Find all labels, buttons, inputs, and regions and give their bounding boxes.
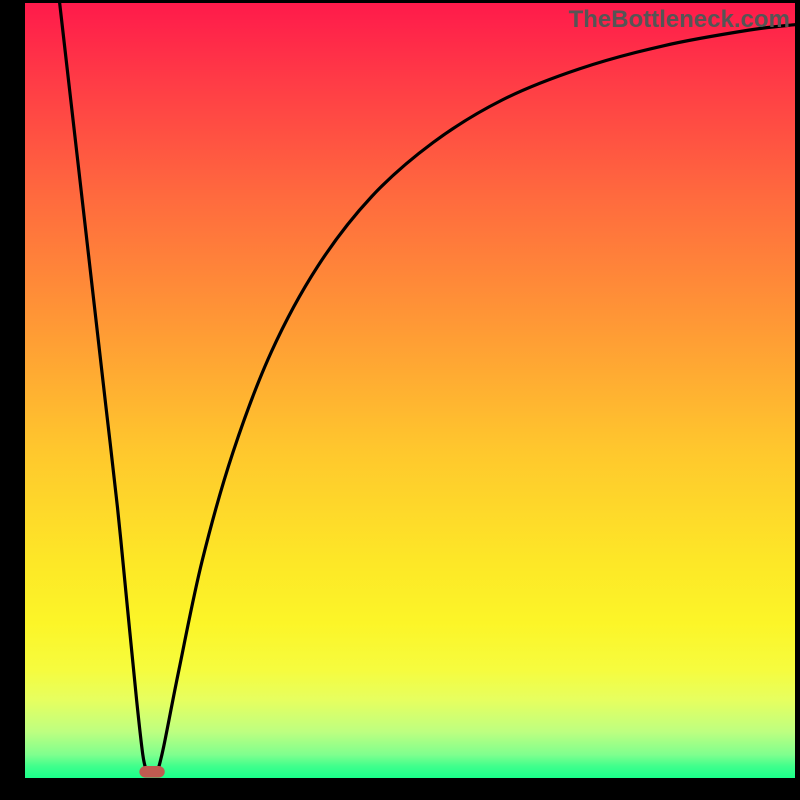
- watermark-text: TheBottleneck.com: [569, 6, 790, 34]
- gradient-background: [25, 3, 795, 778]
- chart-svg: [25, 3, 795, 778]
- valley-marker: [139, 766, 164, 778]
- chart-area: [25, 3, 795, 778]
